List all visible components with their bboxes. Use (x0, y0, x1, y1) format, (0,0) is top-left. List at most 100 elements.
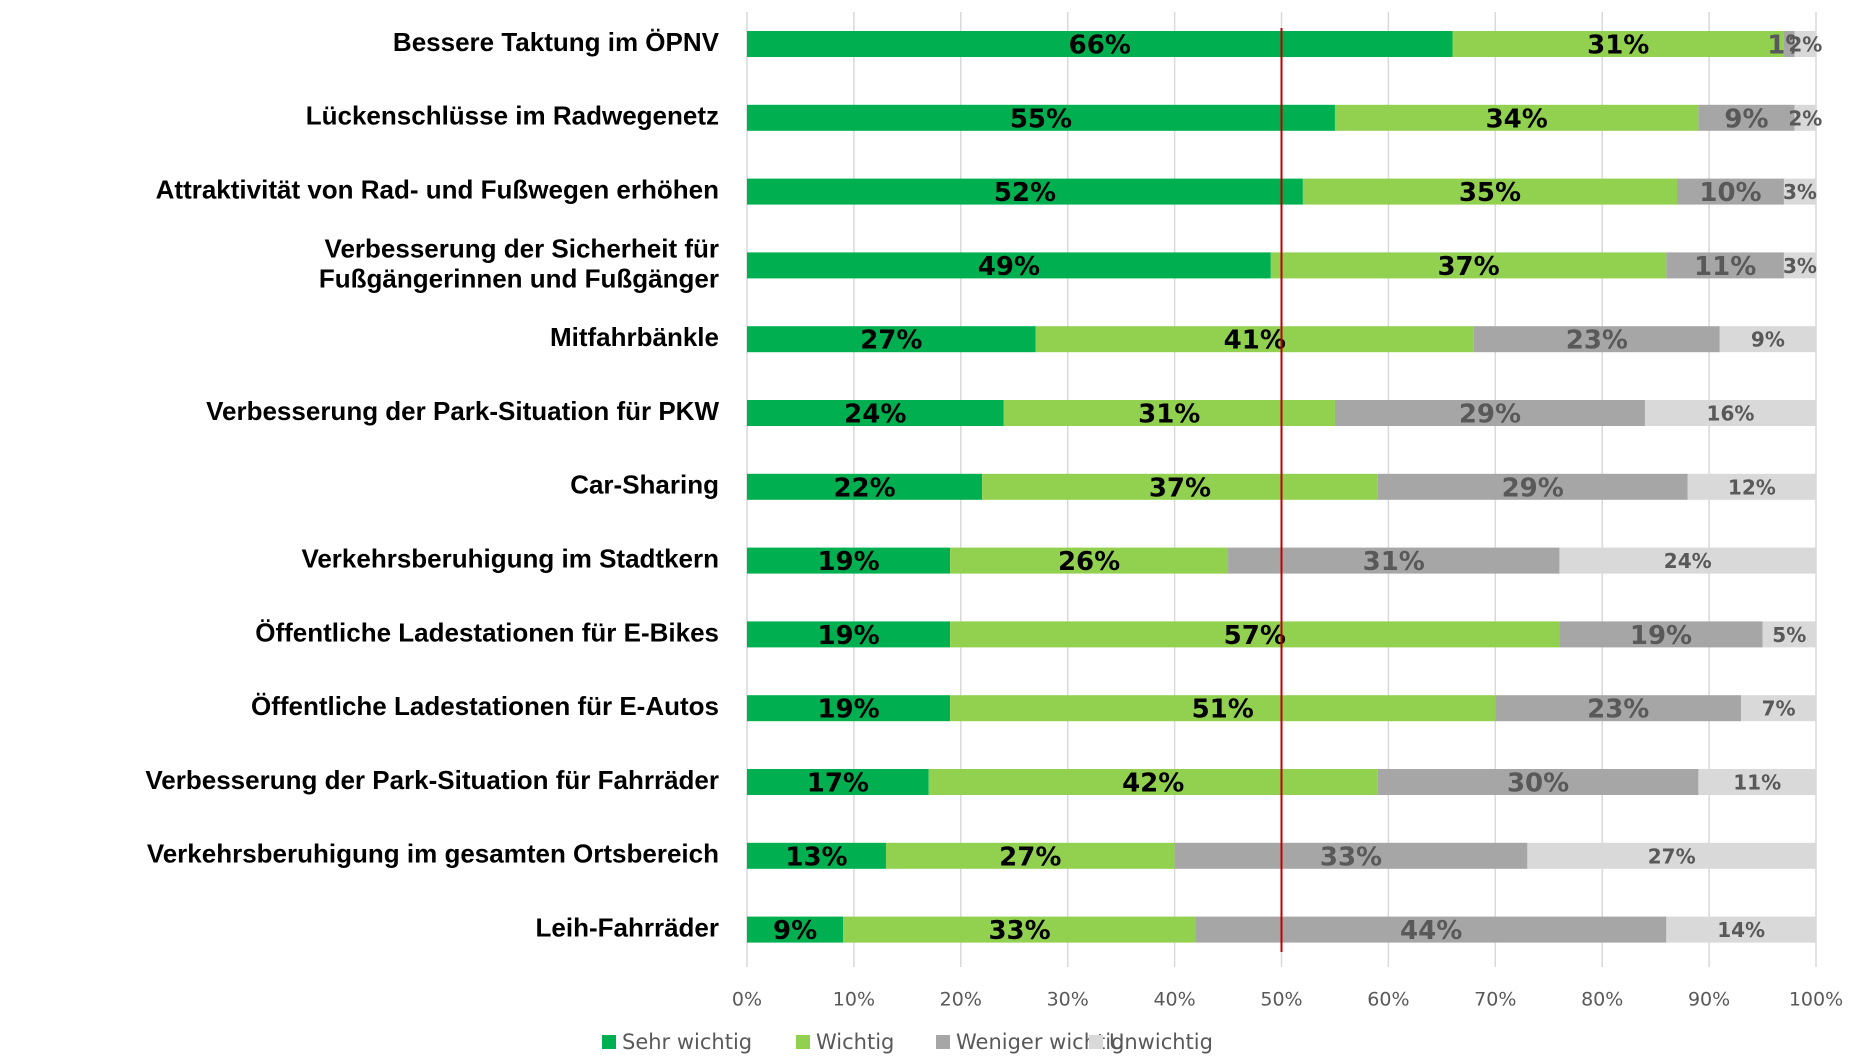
legend-swatch (1089, 1035, 1103, 1049)
value-label: 19% (1630, 621, 1692, 651)
legend-swatch (796, 1035, 810, 1049)
bar-segment (1762, 621, 1816, 648)
bar-segment (1228, 547, 1560, 574)
value-label: 52% (994, 178, 1056, 208)
value-label: 9% (1751, 328, 1785, 352)
bar-segment (982, 473, 1378, 500)
category-label: Mitfahrbänkle (550, 322, 719, 352)
bar-segment (747, 326, 1036, 353)
bar-segment (747, 769, 929, 795)
bar-segment (1559, 621, 1763, 648)
bar-segment (747, 547, 951, 574)
category-label: Car-Sharing (570, 470, 719, 500)
bar-segment (747, 400, 1004, 426)
x-tick-label: 60% (1367, 989, 1409, 1011)
category-label: Verkehrsberuhigung im Stadtkern (301, 543, 719, 573)
value-label: 10% (1699, 178, 1761, 208)
value-label: 13% (785, 842, 847, 872)
x-tick-label: 100% (1789, 989, 1843, 1011)
category-label: Verkehrsberuhigung im gesamten Ortsberei… (147, 839, 719, 869)
bar-segment (1698, 769, 1816, 795)
x-tick-label: 10% (833, 989, 875, 1011)
value-label: 2% (1788, 106, 1822, 130)
value-label: 57% (1224, 621, 1286, 651)
value-label: 5% (1772, 623, 1806, 647)
bar-segment (1666, 252, 1784, 279)
value-label: 11% (1733, 771, 1781, 795)
value-label: 49% (978, 252, 1040, 282)
value-label: 24% (1664, 549, 1712, 573)
category-label: Verbesserung der Park-Situation für PKW (206, 396, 719, 426)
bar-segment (747, 621, 951, 648)
bar-segment (1687, 473, 1816, 500)
bar-segment (950, 695, 1496, 722)
bar-segment (1698, 104, 1795, 131)
bar-segment (1377, 769, 1699, 795)
bar-segment (1794, 104, 1816, 131)
x-tick-label: 40% (1153, 989, 1195, 1011)
bar-segment (1783, 252, 1816, 279)
bar-segment (885, 842, 1175, 869)
value-label: 41% (1224, 326, 1286, 356)
value-label: 27% (860, 326, 922, 356)
value-label: 23% (1566, 326, 1628, 356)
bar-segment (1334, 400, 1645, 426)
bar-segment (747, 842, 886, 869)
bar-segment (1783, 31, 1795, 57)
x-tick-label: 90% (1688, 989, 1730, 1011)
bar-segment (1527, 842, 1816, 869)
value-label: 11% (1694, 252, 1756, 282)
bar-segment (950, 547, 1229, 574)
value-label: 34% (1486, 104, 1548, 134)
x-tick-label: 70% (1474, 989, 1516, 1011)
bar-segment (1035, 326, 1474, 353)
value-label: 66% (1069, 31, 1131, 61)
value-label: 29% (1459, 400, 1521, 430)
bar-segment (1666, 916, 1816, 943)
bar-segment (1719, 326, 1816, 353)
bar-segment (1794, 31, 1816, 57)
value-label: 27% (999, 842, 1061, 872)
bar-segment (747, 252, 1271, 279)
legend-swatch (936, 1035, 950, 1049)
value-label: 35% (1459, 178, 1521, 208)
legend-swatch (602, 1035, 616, 1049)
bar-segment (1559, 547, 1816, 574)
category-label: Leih-Fahrräder (536, 912, 720, 942)
value-label: 23% (1587, 695, 1649, 725)
category-label: Öffentliche Ladestationen für E-Autos (251, 691, 719, 721)
value-label: 3% (1783, 180, 1817, 204)
category-label: Lückenschlüsse im Radwegenetz (306, 101, 719, 131)
category-label: Bessere Taktung im ÖPNV (393, 27, 720, 57)
bar-segment (747, 916, 844, 943)
x-tick-label: 80% (1581, 989, 1623, 1011)
value-label: 9% (1724, 104, 1768, 134)
x-tick-label: 0% (732, 989, 762, 1011)
bar-segment (1452, 31, 1784, 57)
value-label: 9% (773, 916, 817, 946)
value-label: 2% (1788, 33, 1822, 57)
bar-segment (1677, 178, 1784, 205)
bar-segment (843, 916, 1196, 943)
value-label: 37% (1149, 473, 1211, 503)
value-label: 16% (1707, 402, 1755, 426)
bar-segment (1644, 400, 1816, 426)
x-tick-label: 50% (1260, 989, 1302, 1011)
value-label: 44% (1400, 916, 1462, 946)
value-label: 7% (1762, 697, 1796, 721)
value-label: 19% (817, 621, 879, 651)
x-tick-label: 30% (1047, 989, 1089, 1011)
bar-segment (1302, 178, 1678, 205)
value-label: 19% (817, 695, 879, 725)
bar-segment (747, 695, 951, 722)
legend-label: Sehr wichtig (622, 1030, 752, 1054)
bar-segment (747, 31, 1453, 57)
bar-segment (1334, 104, 1699, 131)
value-label: 30% (1507, 769, 1569, 799)
bar-segment (950, 621, 1560, 648)
value-label: 24% (844, 400, 906, 430)
bar-segment (1270, 252, 1667, 279)
category-label: Öffentliche Ladestationen für E-Bikes (255, 617, 719, 647)
value-label: 31% (1363, 547, 1425, 577)
